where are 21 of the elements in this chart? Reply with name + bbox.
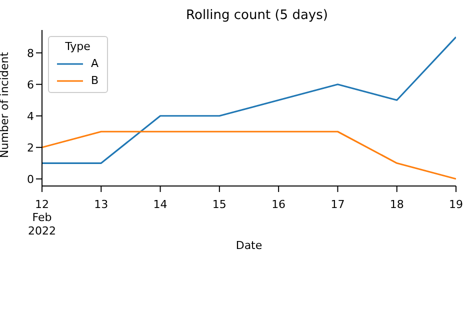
legend-label: B	[91, 73, 99, 89]
x-tick-label: 13	[94, 198, 108, 211]
x-tick-label: 14	[153, 198, 168, 211]
y-tick-label: 0	[27, 172, 34, 186]
x-tick-label: 16	[272, 198, 286, 211]
x-tick-label: 15	[212, 198, 226, 211]
x-axis-title: Date	[236, 239, 262, 252]
y-tick-label: 8	[27, 46, 34, 60]
x-tick-label: 12 Feb 2022	[28, 198, 56, 238]
y-tick-label: 4	[27, 110, 34, 123]
legend-label: A	[91, 56, 99, 72]
x-tick-label: 18	[390, 198, 404, 211]
y-axis-title: Number of incident	[0, 51, 11, 158]
x-tick-label: 19	[449, 198, 463, 211]
y-tick-label: 6	[27, 78, 34, 92]
chart-title: Rolling count (5 days)	[185, 8, 329, 23]
line-series	[42, 130, 456, 180]
y-tick-label: 2	[27, 141, 34, 154]
line-series	[42, 36, 456, 164]
x-tick-label: 17	[330, 198, 345, 211]
legend-title: Type	[64, 40, 92, 53]
